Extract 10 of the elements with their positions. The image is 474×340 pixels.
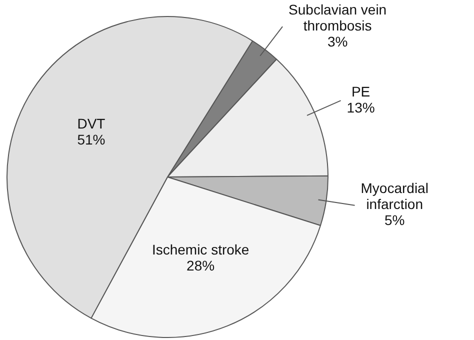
- slice-label: PE: [351, 83, 370, 100]
- slice-label: Ischemic stroke: [152, 242, 250, 258]
- slice-label: Myocardial infarction: [360, 180, 428, 212]
- data-label: 3%: [327, 33, 348, 50]
- slice-label: Subclavian vein thrombosis: [288, 1, 387, 34]
- data-label: 13%: [346, 99, 375, 116]
- data-label: 51%: [77, 131, 106, 148]
- data-label: 28%: [186, 258, 215, 274]
- slice-label: DVT: [77, 115, 106, 132]
- data-label: 5%: [384, 212, 405, 228]
